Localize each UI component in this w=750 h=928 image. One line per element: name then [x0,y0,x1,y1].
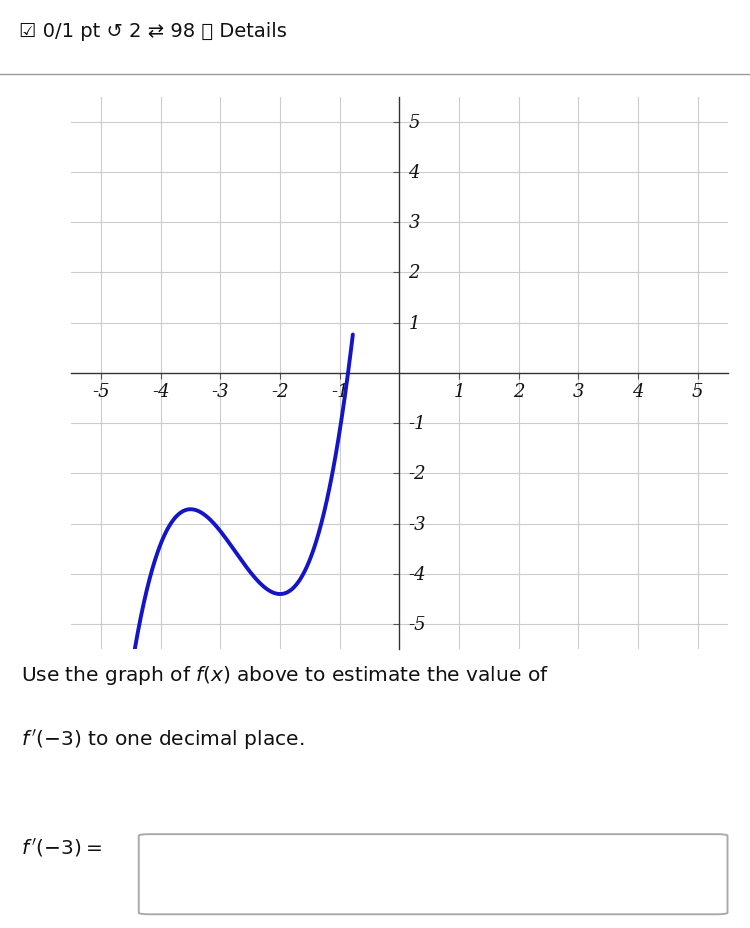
Text: Use the graph of $f(x)$ above to estimate the value of: Use the graph of $f(x)$ above to estimat… [21,664,549,687]
Text: -1: -1 [331,382,349,401]
Text: 3: 3 [408,214,420,232]
Text: -3: -3 [408,515,426,533]
Text: 4: 4 [632,382,644,401]
Text: -4: -4 [152,382,170,401]
Text: 1: 1 [453,382,465,401]
Text: 5: 5 [408,113,420,132]
Text: -5: -5 [92,382,110,401]
Text: -5: -5 [408,615,426,634]
FancyBboxPatch shape [139,834,727,914]
Text: -2: -2 [408,465,426,483]
Text: -2: -2 [272,382,289,401]
Text: $f\,'(-3) =$: $f\,'(-3) =$ [21,836,102,857]
Text: $f\,'(-3)$ to one decimal place.: $f\,'(-3)$ to one decimal place. [21,727,304,751]
Text: -1: -1 [408,415,426,432]
Text: 1: 1 [408,315,420,332]
Text: 2: 2 [513,382,524,401]
Text: 3: 3 [572,382,584,401]
Text: -4: -4 [408,565,426,584]
Text: 4: 4 [408,163,420,182]
Text: ☑ 0/1 pt ↺ 2 ⇄ 98 ⓘ Details: ☑ 0/1 pt ↺ 2 ⇄ 98 ⓘ Details [19,22,286,41]
Text: 2: 2 [408,264,420,282]
Text: -3: -3 [211,382,230,401]
Text: 5: 5 [692,382,703,401]
